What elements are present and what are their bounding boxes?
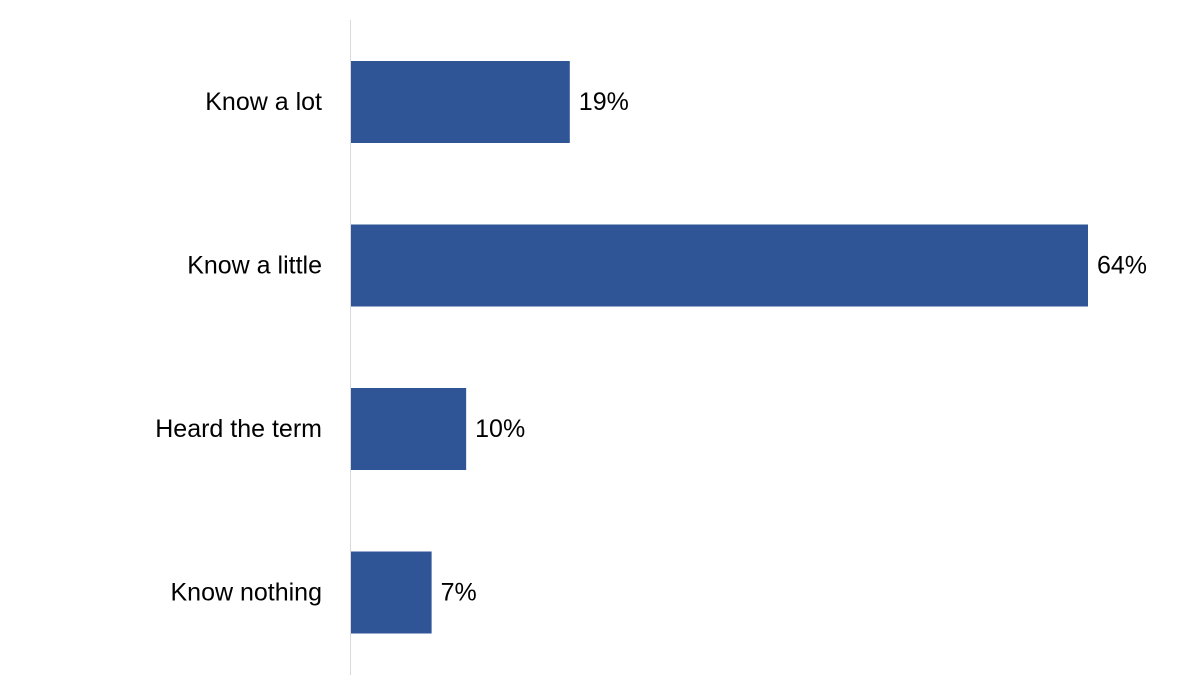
category-label: Know a little xyxy=(187,252,322,280)
labels-group: Know a lot 19% Know a little 64% Heard the t… xyxy=(155,88,1147,607)
bars-group xyxy=(351,61,1088,634)
bar-heard-the-term xyxy=(351,388,467,470)
bar-know-nothing xyxy=(351,551,432,634)
data-label: 64% xyxy=(1097,252,1147,280)
category-label: Know nothing xyxy=(170,579,322,607)
category-label: Heard the term xyxy=(155,415,322,443)
data-label: 10% xyxy=(475,415,525,443)
category-label: Know a lot xyxy=(205,88,322,116)
bar-know-a-lot xyxy=(351,61,570,143)
data-label: 7% xyxy=(441,579,477,607)
data-label: 19% xyxy=(579,88,629,116)
bar-know-a-little xyxy=(351,224,1088,307)
